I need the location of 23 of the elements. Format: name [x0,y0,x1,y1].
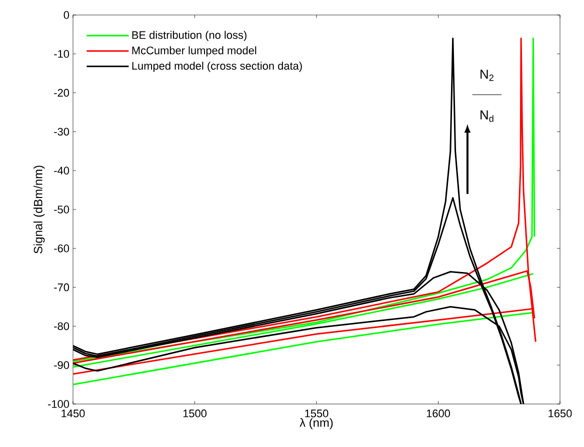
x-tick-label: 1550 [305,410,328,418]
y-tick-label: -20 [54,88,70,97]
y-tick-label: -10 [54,50,70,58]
annotation: N$_{d}$ [480,110,494,122]
x-tick-label: 1450 [62,410,85,418]
y-tick-label: -60 [54,244,70,252]
y-tick-label: 0 [64,11,70,19]
x-tick-label: 1500 [183,410,206,418]
legend-label: Lumped model (cross section data) [132,62,302,72]
y-tick-label: -30 [54,128,70,136]
y-axis-title: Signal (dBm/nm) [34,166,45,254]
y-tick-label: -90 [54,361,70,369]
y-tick-label: -100 [48,400,70,408]
x-tick-label: 1600 [426,410,450,418]
y-tick-label: -40 [54,166,70,174]
y-tick-label: -50 [54,206,70,214]
legend-label: McCumber lumped model [132,46,256,56]
y-tick-label: -70 [54,283,70,292]
y-tick-label: -80 [54,322,70,330]
x-tick-label: 1650 [548,410,572,418]
x-axis-title: λ (nm) [300,418,333,430]
legend-label: BE distribution (no loss) [132,30,246,42]
annotation: N$_{2}$ [480,70,494,81]
